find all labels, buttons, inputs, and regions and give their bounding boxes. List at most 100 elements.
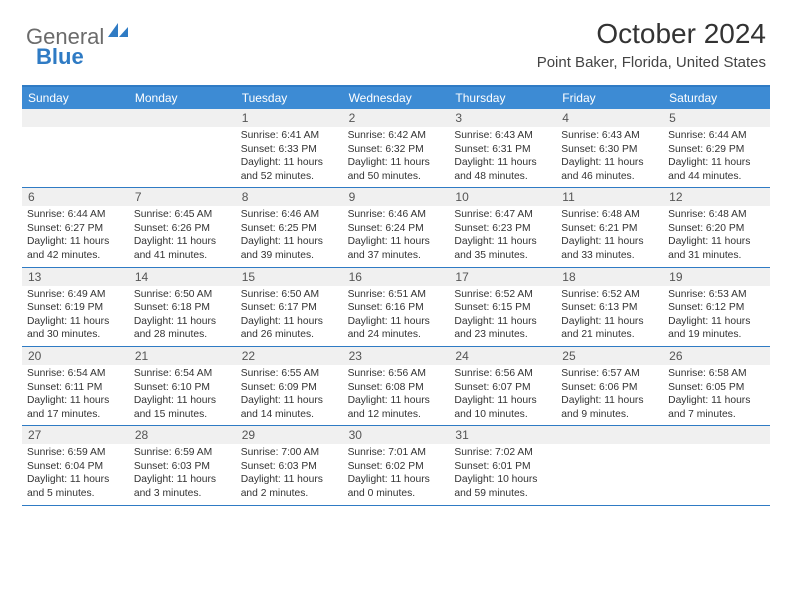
day-number-row: 1 xyxy=(236,109,343,127)
day-cell: 4 Sunrise: 6:43 AMSunset: 6:30 PMDaylight… xyxy=(556,109,663,187)
day-cell: 19Sunrise: 6:53 AMSunset: 6:12 PMDayligh… xyxy=(663,268,770,346)
sunrise-text: Sunrise: 6:46 AM xyxy=(348,208,445,222)
sunrise-text: Sunrise: 6:41 AM xyxy=(241,129,338,143)
day-number: 28 xyxy=(129,426,236,444)
day-body: Sunrise: 6:55 AMSunset: 6:09 PMDaylight:… xyxy=(236,365,343,425)
day-body: Sunrise: 6:57 AMSunset: 6:06 PMDaylight:… xyxy=(556,365,663,425)
day-cell: 1Sunrise: 6:41 AMSunset: 6:33 PMDaylight… xyxy=(236,109,343,187)
day-cell: 30Sunrise: 7:01 AMSunset: 6:02 PMDayligh… xyxy=(343,426,450,504)
day-number-row xyxy=(556,426,663,444)
day-cell: 17Sunrise: 6:52 AMSunset: 6:15 PMDayligh… xyxy=(449,268,556,346)
day-number: 4 xyxy=(556,109,663,127)
day-number: 19 xyxy=(663,268,770,286)
day-number: 16 xyxy=(343,268,450,286)
sunrise-text: Sunrise: 7:01 AM xyxy=(348,446,445,460)
day-number-row: 3 xyxy=(449,109,556,127)
day-number-row: 4 xyxy=(556,109,663,127)
day-number-row: 21 xyxy=(129,347,236,365)
day-body: Sunrise: 7:00 AMSunset: 6:03 PMDaylight:… xyxy=(236,444,343,504)
day-number-row: 29 xyxy=(236,426,343,444)
day-number-row: 30 xyxy=(343,426,450,444)
day-body: Sunrise: 6:48 AMSunset: 6:20 PMDaylight:… xyxy=(663,206,770,266)
sunrise-text: Sunrise: 6:47 AM xyxy=(454,208,551,222)
day-cell: 18Sunrise: 6:52 AMSunset: 6:13 PMDayligh… xyxy=(556,268,663,346)
sunrise-text: Sunrise: 6:56 AM xyxy=(454,367,551,381)
daylight-text: Daylight: 11 hours and 46 minutes. xyxy=(561,156,658,183)
day-body: Sunrise: 6:46 AMSunset: 6:24 PMDaylight:… xyxy=(343,206,450,266)
daylight-text: Daylight: 11 hours and 41 minutes. xyxy=(134,235,231,262)
day-number xyxy=(22,109,129,127)
day-number: 25 xyxy=(556,347,663,365)
calendar: Sunday Monday Tuesday Wednesday Thursday… xyxy=(22,85,770,506)
sunset-text: Sunset: 6:17 PM xyxy=(241,301,338,315)
sunrise-text: Sunrise: 6:43 AM xyxy=(561,129,658,143)
day-number-row: 25 xyxy=(556,347,663,365)
daylight-text: Daylight: 11 hours and 42 minutes. xyxy=(27,235,124,262)
day-number: 10 xyxy=(449,188,556,206)
sunrise-text: Sunrise: 6:54 AM xyxy=(27,367,124,381)
day-body xyxy=(556,444,663,504)
day-number: 9 xyxy=(343,188,450,206)
day-cell xyxy=(22,109,129,187)
sunset-text: Sunset: 6:09 PM xyxy=(241,381,338,395)
daylight-text: Daylight: 11 hours and 33 minutes. xyxy=(561,235,658,262)
day-cell: 12Sunrise: 6:48 AMSunset: 6:20 PMDayligh… xyxy=(663,188,770,266)
daylight-text: Daylight: 11 hours and 0 minutes. xyxy=(348,473,445,500)
week-row: 20Sunrise: 6:54 AMSunset: 6:11 PMDayligh… xyxy=(22,346,770,425)
sunrise-text: Sunrise: 6:44 AM xyxy=(668,129,765,143)
day-body: Sunrise: 6:46 AMSunset: 6:25 PMDaylight:… xyxy=(236,206,343,266)
day-body: Sunrise: 6:51 AMSunset: 6:16 PMDaylight:… xyxy=(343,286,450,346)
day-number: 20 xyxy=(22,347,129,365)
week-row: 1 Sunrise: 6:41 AMSunset: 6:33 PM Daylight… xyxy=(22,109,770,187)
day-body: Sunrise: 6:44 AMSunset: 6:27 PMDaylight:… xyxy=(22,206,129,266)
sunset-text: Sunset: 6:03 PM xyxy=(241,460,338,474)
day-cell: 24Sunrise: 6:56 AMSunset: 6:07 PMDayligh… xyxy=(449,347,556,425)
day-number-row xyxy=(22,109,129,127)
daylight-text: Daylight: 11 hours and 28 minutes. xyxy=(134,315,231,342)
daylight-text: Daylight: 11 hours and 50 minutes. xyxy=(348,156,445,183)
sunset-text: Sunset: 6:13 PM xyxy=(561,301,658,315)
day-number-row: 15 xyxy=(236,268,343,286)
sunrise-text: Sunrise: 6:50 AM xyxy=(134,288,231,302)
sunset-text: Sunset: 6:24 PM xyxy=(348,222,445,236)
day-cell: 16Sunrise: 6:51 AMSunset: 6:16 PMDayligh… xyxy=(343,268,450,346)
day-body xyxy=(129,127,236,187)
day-number-row: 24 xyxy=(449,347,556,365)
day-number-row: 8 xyxy=(236,188,343,206)
sunset-text: Sunset: 6:11 PM xyxy=(27,381,124,395)
sunset-text: Sunset: 6:33 PM xyxy=(241,143,338,157)
daylight-text: Daylight: 11 hours and 14 minutes. xyxy=(241,394,338,421)
day-body: Sunrise: 6:50 AMSunset: 6:18 PMDaylight:… xyxy=(129,286,236,346)
daylight-text: Daylight: 11 hours and 21 minutes. xyxy=(561,315,658,342)
sunrise-text: Sunrise: 7:02 AM xyxy=(454,446,551,460)
day-number-row: 27 xyxy=(22,426,129,444)
day-cell: 2Sunrise: 6:42 AMSunset: 6:32 PMDaylight… xyxy=(343,109,450,187)
sunset-text: Sunset: 6:07 PM xyxy=(454,381,551,395)
day-body: Sunrise: 6:56 AMSunset: 6:08 PMDaylight:… xyxy=(343,365,450,425)
day-header-sat: Saturday xyxy=(663,87,770,109)
sunset-text: Sunset: 6:05 PM xyxy=(668,381,765,395)
month-title: October 2024 xyxy=(537,18,766,50)
day-header-tue: Tuesday xyxy=(236,87,343,109)
day-number: 21 xyxy=(129,347,236,365)
sunrise-text: Sunrise: 6:42 AM xyxy=(348,129,445,143)
day-header-fri: Friday xyxy=(556,87,663,109)
day-cell: 15Sunrise: 6:50 AMSunset: 6:17 PMDayligh… xyxy=(236,268,343,346)
sunset-text: Sunset: 6:15 PM xyxy=(454,301,551,315)
day-cell: 25Sunrise: 6:57 AMSunset: 6:06 PMDayligh… xyxy=(556,347,663,425)
daylight-text: Daylight: 11 hours and 26 minutes. xyxy=(241,315,338,342)
sunrise-text: Sunrise: 6:54 AM xyxy=(134,367,231,381)
sunset-text: Sunset: 6:30 PM xyxy=(561,143,658,157)
calendar-bottom-border xyxy=(22,505,770,506)
sunrise-text: Sunrise: 6:45 AM xyxy=(134,208,231,222)
day-cell: 29Sunrise: 7:00 AMSunset: 6:03 PMDayligh… xyxy=(236,426,343,504)
day-body: Sunrise: 6:45 AMSunset: 6:26 PMDaylight:… xyxy=(129,206,236,266)
day-number xyxy=(556,426,663,444)
sunset-text: Sunset: 6:31 PM xyxy=(454,143,551,157)
day-number: 11 xyxy=(556,188,663,206)
day-body: Sunrise: 6:59 AMSunset: 6:04 PMDaylight:… xyxy=(22,444,129,504)
day-header-row: Sunday Monday Tuesday Wednesday Thursday… xyxy=(22,87,770,109)
day-number: 27 xyxy=(22,426,129,444)
day-cell: 26Sunrise: 6:58 AMSunset: 6:05 PMDayligh… xyxy=(663,347,770,425)
day-number: 5 xyxy=(663,109,770,127)
